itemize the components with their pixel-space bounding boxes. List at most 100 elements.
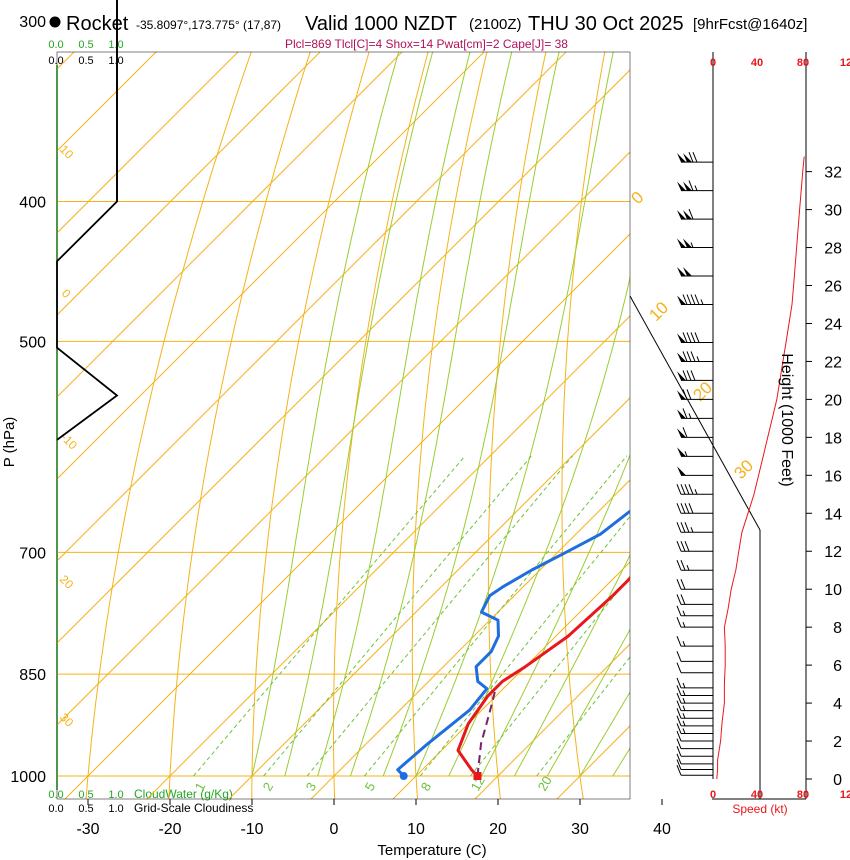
mixing-ratio-line — [263, 455, 532, 777]
cloud-top-tick: 1.0 — [108, 39, 123, 51]
wind-barb — [676, 635, 713, 647]
wind-barb — [676, 484, 713, 495]
dry-adiabat — [411, 52, 488, 799]
wind-barb — [677, 370, 713, 381]
wind-barb — [676, 503, 713, 514]
cloud-bottom-tick: 1.0 — [108, 803, 123, 815]
wind-barb-full — [686, 351, 692, 362]
wind-barb-full — [676, 759, 682, 770]
wind-barb — [676, 685, 713, 696]
cloud-axes: 0.0 0.5 1.00.0 0.5 1.00.0 0.5 1.00.0 0.5 1.0Clou… — [48, 39, 253, 815]
wind-barb-half — [682, 713, 686, 719]
wind-barb-half — [686, 565, 690, 571]
wind-barb-full — [676, 715, 682, 727]
wind-barb-full — [676, 700, 682, 711]
station-coords: -35.8097°,173.775° (17,87) — [136, 18, 281, 32]
wind-barb-full — [676, 605, 682, 616]
wind-barb-full — [686, 389, 692, 400]
wind-barb-full — [680, 541, 686, 552]
wind-barb-half — [694, 489, 698, 495]
wind-barb-full — [686, 370, 692, 381]
wind-barb-full — [676, 685, 682, 696]
mixing-ratio-line — [306, 455, 574, 777]
moist-adiabat — [349, 52, 513, 777]
wind-barb-full — [690, 370, 696, 381]
wind-barb — [676, 616, 713, 628]
wind-barb — [677, 267, 713, 277]
speed-tick-top: 80 — [797, 57, 809, 69]
wind-barb-full — [680, 484, 686, 495]
moist-adiabat — [612, 747, 630, 777]
wind-barb-full — [676, 738, 682, 749]
skewt-grid — [57, 0, 850, 807]
cloudwater-label: CloudWater (g/Kg) — [134, 787, 233, 801]
wind-barb-half — [682, 728, 686, 734]
wind-barb — [676, 662, 713, 674]
wind-barb — [677, 208, 713, 220]
wind-barb-flag — [677, 428, 686, 438]
cloud-top-tick: 0.5 — [78, 39, 93, 51]
isotherm-line — [57, 52, 321, 316]
sounding-series — [396, 509, 630, 778]
wind-barb — [677, 238, 713, 249]
wind-barb-full — [694, 294, 700, 305]
wind-barb-half — [682, 640, 686, 647]
isotherm-label: 30 — [730, 456, 757, 483]
isotherm-label: 10 — [645, 298, 672, 325]
y-axis-label: P (hPa) — [1, 417, 18, 468]
height-tick-label: 4 — [833, 696, 842, 713]
wind-barb-full — [676, 662, 682, 673]
wind-barb-full — [676, 746, 682, 757]
utc-time: (2100Z) — [469, 16, 522, 33]
wind-barb — [676, 677, 713, 689]
wind-barb-half — [694, 185, 698, 191]
y-tick-label: 1000 — [10, 769, 46, 786]
wind-barb-full — [684, 522, 690, 533]
height-tick-label: 22 — [824, 354, 842, 371]
wind-barb — [677, 408, 713, 419]
dry-adiabat — [561, 52, 606, 799]
station-dot-icon — [49, 16, 61, 28]
wind-barb — [677, 427, 713, 438]
series-dewpoint-line — [396, 509, 630, 778]
wind-barb-full — [690, 294, 696, 305]
height-tick-label: 10 — [824, 582, 842, 599]
y-axis: 2503004005007008501000 — [10, 14, 46, 786]
wind-barb — [677, 389, 713, 400]
mixing-ratio-line — [364, 455, 628, 777]
moist-adiabat — [546, 628, 630, 777]
y-tick-label: 500 — [19, 334, 46, 351]
wind-barb-half — [682, 705, 686, 711]
isotherm-label: 20 — [689, 378, 716, 405]
isotherm-line — [631, 0, 850, 807]
wind-barb — [676, 753, 713, 765]
wind-barb — [677, 447, 713, 457]
wind-barb-full — [682, 408, 688, 419]
dry-adiabat — [633, 0, 702, 807]
x-tick-label: -10 — [240, 821, 263, 838]
wind-barb-flag — [677, 333, 686, 343]
wind-barb-full — [684, 503, 690, 514]
wind-barb-half — [700, 299, 704, 305]
wind-barb — [676, 560, 713, 571]
isotherm-line — [57, 69, 630, 644]
mixing-ratio-label: 2 — [260, 780, 277, 794]
x-tick-label: -20 — [158, 821, 181, 838]
wind-barb — [676, 605, 713, 617]
height-tick-label: 6 — [833, 658, 842, 675]
mixing-ratio-label: 8 — [418, 780, 435, 794]
isotherm-line — [64, 233, 630, 799]
isotherm-line — [57, 52, 403, 398]
station-name: Rocket — [66, 13, 129, 35]
speed-tick-top: 12 — [840, 57, 850, 69]
x-tick-label: 10 — [407, 821, 425, 838]
height-tick-label: 18 — [824, 430, 842, 447]
wind-barb-full — [680, 579, 686, 590]
dry-adiabat-label: -10 — [58, 430, 80, 452]
series-parcel-line — [476, 687, 497, 777]
cloudiness-profile — [56, 0, 119, 441]
wind-barb-full — [686, 294, 692, 305]
